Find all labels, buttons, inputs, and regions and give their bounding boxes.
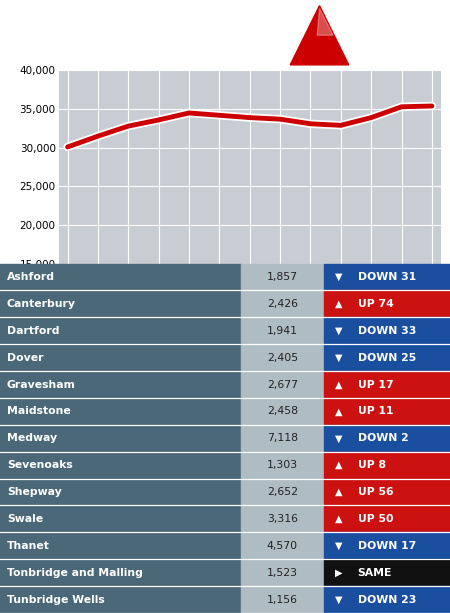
Text: Swale: Swale — [7, 514, 43, 524]
Bar — [324, 586, 450, 613]
Text: DOWN 31: DOWN 31 — [358, 272, 416, 282]
Text: Sevenoaks: Sevenoaks — [7, 460, 72, 470]
Bar — [0, 586, 241, 613]
Text: ▲: ▲ — [335, 406, 343, 416]
Text: ▼: ▼ — [335, 272, 343, 282]
Text: 1,941: 1,941 — [267, 326, 298, 336]
Text: 2,405: 2,405 — [267, 352, 298, 363]
Polygon shape — [317, 9, 333, 35]
Text: 1,303: 1,303 — [267, 460, 298, 470]
Text: DOWN 33: DOWN 33 — [358, 326, 416, 336]
Bar — [241, 425, 324, 452]
Text: 2,652: 2,652 — [267, 487, 298, 497]
Bar — [0, 398, 241, 425]
Bar — [0, 479, 241, 506]
Text: DOWN 25: DOWN 25 — [358, 352, 416, 363]
Bar — [0, 371, 241, 398]
Text: ▲: ▲ — [335, 299, 343, 309]
Text: 3,316: 3,316 — [267, 514, 298, 524]
Text: Canterbury: Canterbury — [7, 299, 76, 309]
Bar — [324, 264, 450, 291]
Bar — [241, 559, 324, 586]
Text: DOWN 2: DOWN 2 — [358, 433, 409, 443]
Text: Shepway: Shepway — [7, 487, 62, 497]
Bar — [324, 345, 450, 371]
Text: 2,677: 2,677 — [267, 379, 298, 389]
Bar — [324, 425, 450, 452]
Text: Kent/Medway unemployed: Kent/Medway unemployed — [9, 4, 186, 17]
Bar — [324, 452, 450, 479]
Bar — [0, 532, 241, 559]
Bar — [324, 371, 450, 398]
Bar — [0, 291, 241, 318]
Text: Medway: Medway — [7, 433, 57, 443]
Text: UP: UP — [378, 5, 405, 23]
Bar — [241, 532, 324, 559]
Bar — [241, 506, 324, 532]
Polygon shape — [290, 6, 349, 65]
Bar — [241, 291, 324, 318]
Text: ▲: ▲ — [335, 514, 343, 524]
Bar — [0, 559, 241, 586]
Text: ▶: ▶ — [335, 568, 343, 577]
Text: 2,458: 2,458 — [267, 406, 298, 416]
Text: 2,426: 2,426 — [267, 299, 298, 309]
Text: UP 56: UP 56 — [358, 487, 393, 497]
Bar — [324, 479, 450, 506]
Bar — [0, 425, 241, 452]
Text: Tunbridge Wells: Tunbridge Wells — [7, 595, 104, 604]
Text: ▼: ▼ — [335, 433, 343, 443]
Text: 85: 85 — [379, 35, 404, 53]
Text: UP 50: UP 50 — [358, 514, 393, 524]
Bar — [0, 264, 241, 291]
Bar — [0, 318, 241, 345]
Text: UP 74: UP 74 — [358, 299, 393, 309]
Text: Gravesham: Gravesham — [7, 379, 76, 389]
Text: UP 11: UP 11 — [358, 406, 393, 416]
Text: Maidstone: Maidstone — [7, 406, 71, 416]
Bar — [0, 506, 241, 532]
Bar — [324, 291, 450, 318]
Bar — [324, 559, 450, 586]
Text: 1,156: 1,156 — [267, 595, 298, 604]
Text: 4,570: 4,570 — [267, 541, 298, 551]
Text: UP 17: UP 17 — [358, 379, 393, 389]
Text: ▼: ▼ — [335, 541, 343, 551]
Text: 1,857: 1,857 — [267, 272, 298, 282]
Text: 1,523: 1,523 — [267, 568, 298, 577]
Text: DOWN 23: DOWN 23 — [358, 595, 416, 604]
Bar — [324, 398, 450, 425]
Bar — [241, 479, 324, 506]
Bar — [241, 371, 324, 398]
Text: DOWN 17: DOWN 17 — [358, 541, 416, 551]
Text: 7,118: 7,118 — [267, 433, 298, 443]
Text: UP 8: UP 8 — [358, 460, 386, 470]
Bar — [241, 398, 324, 425]
Bar — [241, 318, 324, 345]
Text: Ashford: Ashford — [7, 272, 55, 282]
Text: Dartford: Dartford — [7, 326, 59, 336]
Text: Thanet: Thanet — [7, 541, 50, 551]
Text: OCTOBER 2011: 35,402: OCTOBER 2011: 35,402 — [9, 32, 218, 47]
Bar — [324, 506, 450, 532]
Text: ▲: ▲ — [335, 460, 343, 470]
Bar — [241, 264, 324, 291]
Bar — [324, 532, 450, 559]
Text: ▲: ▲ — [335, 487, 343, 497]
Text: Dover: Dover — [7, 352, 43, 363]
Bar — [241, 452, 324, 479]
Text: SAME: SAME — [358, 568, 392, 577]
Bar — [241, 586, 324, 613]
Text: ▼: ▼ — [335, 595, 343, 604]
Text: Tonbridge and Malling: Tonbridge and Malling — [7, 568, 143, 577]
Text: ▲: ▲ — [335, 379, 343, 389]
Bar — [0, 345, 241, 371]
Bar — [324, 318, 450, 345]
Bar — [241, 345, 324, 371]
Bar — [0, 452, 241, 479]
Text: ▼: ▼ — [335, 326, 343, 336]
Text: ▼: ▼ — [335, 352, 343, 363]
